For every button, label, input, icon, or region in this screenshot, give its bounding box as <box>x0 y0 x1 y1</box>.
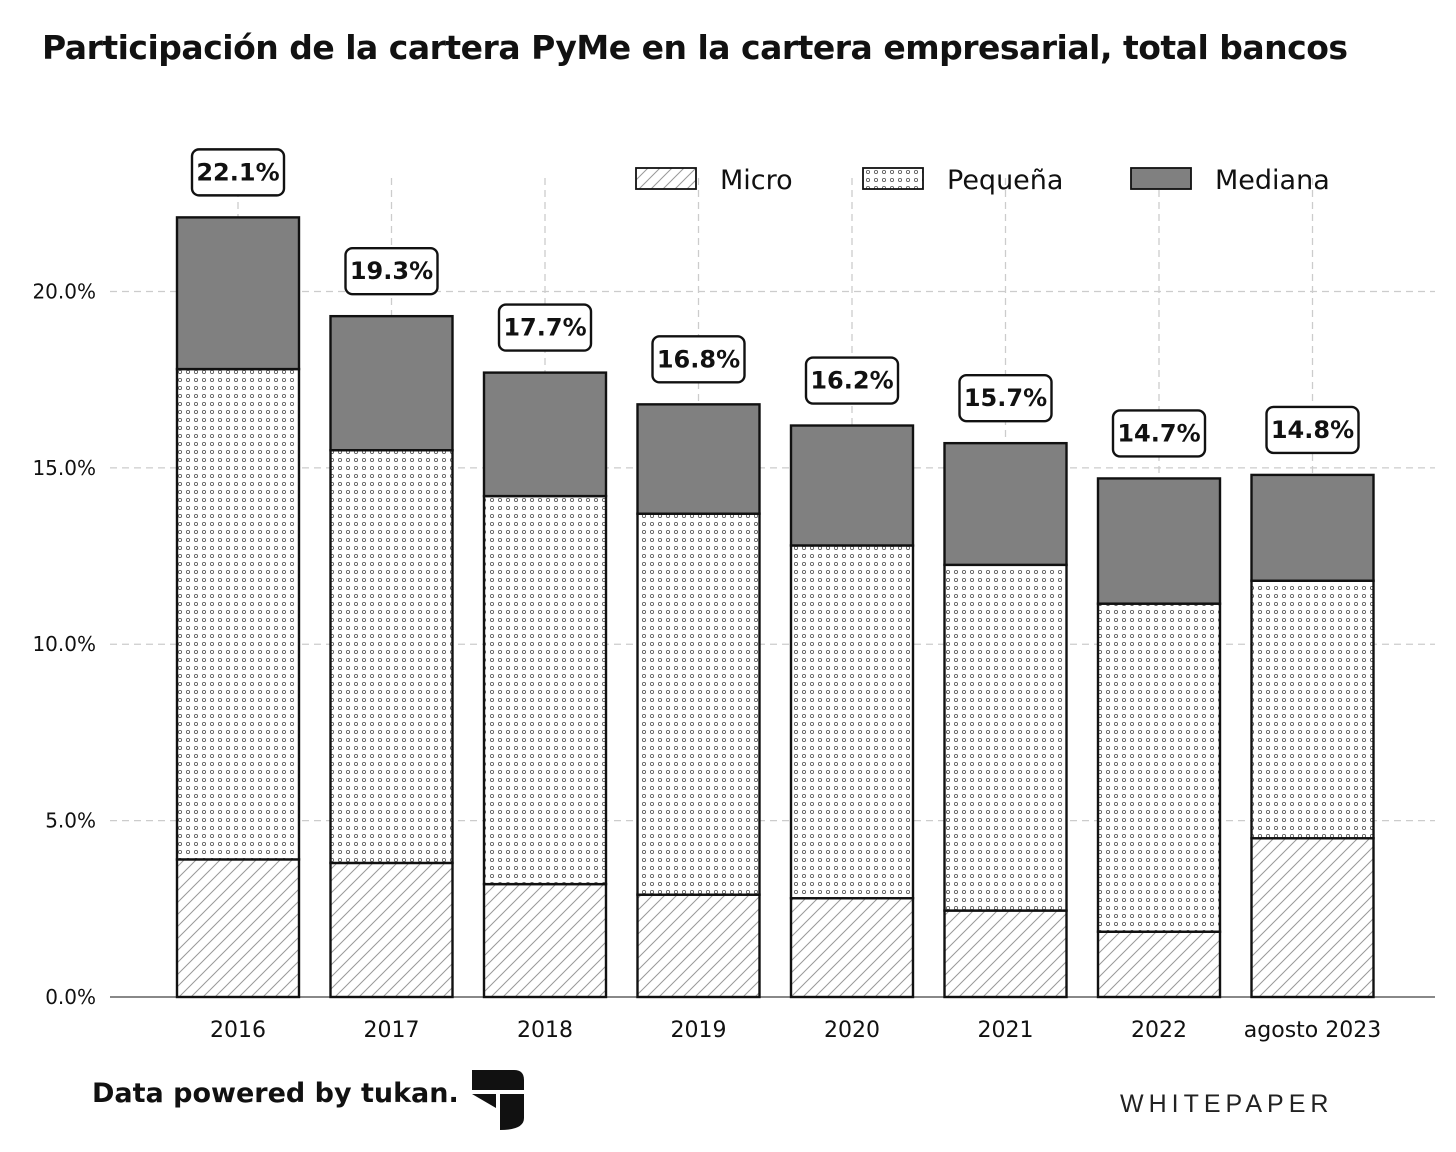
x-tick-label: 2021 <box>978 1018 1034 1043</box>
bar-micro <box>482 882 608 999</box>
x-tick-label: 2018 <box>517 1018 573 1043</box>
bar-mediana <box>943 441 1068 567</box>
total-label-box <box>190 148 286 197</box>
total-label: 19.3% <box>350 257 433 285</box>
total-label: 14.7% <box>1117 419 1200 447</box>
bar-pequeña <box>789 544 915 900</box>
bar-pequeña <box>175 367 301 861</box>
x-tick-label: 2019 <box>671 1018 727 1043</box>
y-tick-label: 0.0% <box>45 985 96 1009</box>
total-label-box <box>1111 409 1207 458</box>
legend-label-pequeña: Pequeña <box>947 165 1063 196</box>
total-label: 14.8% <box>1271 416 1354 444</box>
bar-mediana <box>482 371 608 498</box>
bar-mediana <box>636 403 761 515</box>
y-tick-label: 5.0% <box>45 809 96 833</box>
total-label-box <box>651 335 746 384</box>
stacked-bar-chart: 0.0% 5.0% 10.0% 15.0% 20.0% 22.1% 2016 19.3% 201… <box>32 148 1435 1043</box>
bar-mediana <box>1250 473 1375 582</box>
x-tick-label: 2016 <box>210 1018 266 1043</box>
total-label: 17.7% <box>503 314 586 342</box>
y-tick-label: 20.0% <box>32 279 96 303</box>
total-label: 16.2% <box>810 367 893 395</box>
total-label-box <box>804 356 900 405</box>
tukan-logo-icon <box>472 1070 524 1130</box>
legend-swatch-micro <box>635 167 697 190</box>
bar-pequeña <box>943 563 1068 912</box>
x-tick-label: 2017 <box>364 1018 420 1043</box>
bar-micro <box>1250 837 1375 999</box>
y-tick-label: 15.0% <box>32 456 96 480</box>
bar-micro <box>175 858 301 999</box>
chart-title: Participación de la cartera PyMe en la c… <box>42 28 1348 67</box>
bar-pequeña <box>482 494 608 886</box>
bar-micro <box>1096 930 1222 999</box>
bar-mediana <box>1096 477 1222 605</box>
bar-mediana <box>789 424 915 547</box>
bar-pequeña <box>329 449 454 865</box>
total-label-box <box>497 303 593 352</box>
total-label: 15.7% <box>964 384 1047 412</box>
data-credit: Data powered by tukan. <box>92 1078 459 1109</box>
bar-mediana <box>329 314 454 452</box>
total-label: 22.1% <box>196 158 279 186</box>
bar-micro <box>329 861 454 999</box>
bar-pequeña <box>1250 579 1375 840</box>
total-label-box <box>958 373 1053 423</box>
x-tick-label: agosto 2023 <box>1244 1018 1381 1043</box>
legend-label-micro: Micro <box>720 165 793 196</box>
total-label-box <box>344 246 439 296</box>
legend-swatch-mediana <box>1130 167 1192 190</box>
total-label: 16.8% <box>657 345 740 373</box>
y-tick-label: 10.0% <box>32 632 96 656</box>
bar-micro <box>636 893 761 999</box>
bar-micro <box>789 897 915 999</box>
bar-pequeña <box>1096 602 1222 933</box>
legend-label-mediana: Mediana <box>1215 165 1330 196</box>
total-label-box <box>1265 405 1360 455</box>
brand-wordmark: WHITEPAPER <box>1120 1090 1334 1118</box>
x-tick-label: 2022 <box>1131 1018 1187 1043</box>
bar-mediana <box>175 216 301 371</box>
x-tick-label: 2020 <box>824 1018 880 1043</box>
legend-swatch-pequeña <box>862 167 924 190</box>
bar-micro <box>943 909 1068 999</box>
bar-pequeña <box>636 512 761 896</box>
